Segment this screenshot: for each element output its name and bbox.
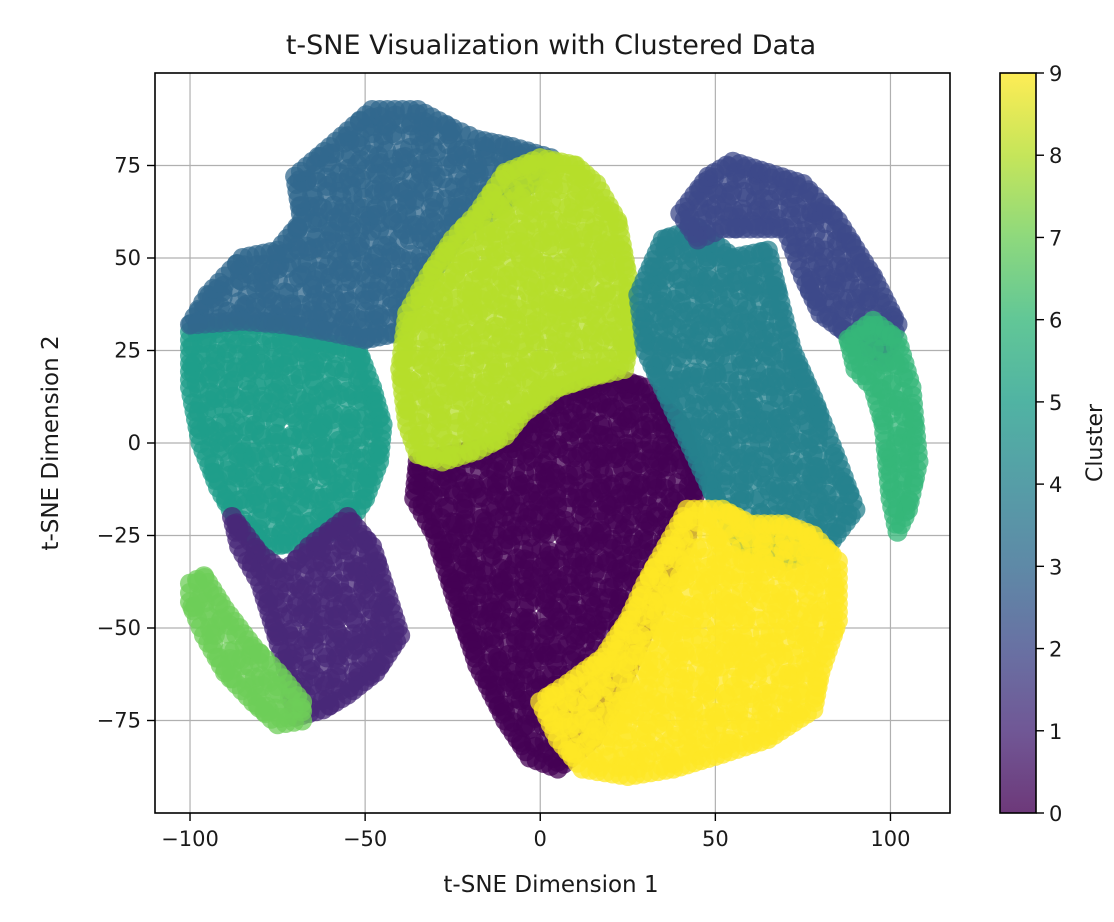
colorbar-tick-label: 6 xyxy=(1049,309,1062,333)
colorbar-tick-label: 0 xyxy=(1049,802,1062,826)
data-point xyxy=(840,336,861,357)
x-axis-ticks: −100 −50 0 50 100 xyxy=(161,813,911,851)
cluster-1 xyxy=(222,507,411,727)
colorbar-tick-label: 4 xyxy=(1049,473,1062,497)
x-tick-label: 100 xyxy=(870,827,910,851)
cluster-4 xyxy=(628,218,866,572)
data-point xyxy=(592,414,613,435)
data-point xyxy=(674,210,695,231)
y-tick-label: −25 xyxy=(97,524,141,548)
colorbar xyxy=(1000,73,1036,813)
data-point xyxy=(180,582,200,603)
colorbar-frame xyxy=(999,72,1037,814)
x-tick-label: 50 xyxy=(702,827,729,851)
y-tick-label: 0 xyxy=(128,431,141,455)
scatter-points xyxy=(180,100,929,786)
colorbar-tick-label: 8 xyxy=(1049,144,1062,168)
cluster-6 xyxy=(838,310,929,542)
colorbar-tick-label: 2 xyxy=(1049,638,1062,662)
data-point xyxy=(638,530,659,551)
y-tick-label: 25 xyxy=(114,339,141,363)
data-point xyxy=(518,608,539,629)
cluster-7 xyxy=(180,566,313,735)
data-point xyxy=(673,507,694,527)
colorbar-tick-label: 3 xyxy=(1049,555,1062,579)
y-tick-label: 50 xyxy=(114,246,141,270)
y-tick-label: 75 xyxy=(114,154,141,178)
data-point xyxy=(490,169,511,190)
x-tick-label: 0 xyxy=(534,827,547,851)
cluster-8 xyxy=(390,148,642,472)
data-point xyxy=(376,140,397,161)
y-tick-label: −75 xyxy=(97,709,141,733)
y-tick-label: −50 xyxy=(97,616,141,640)
y-axis-label: t-SNE Dimension 2 xyxy=(38,335,64,550)
data-point xyxy=(180,329,200,350)
colorbar-ticks: 0 1 2 3 4 5 6 7 8 9 xyxy=(1036,62,1062,826)
chart-title: t-SNE Visualization with Clustered Data xyxy=(286,30,816,61)
cluster-9 xyxy=(530,499,848,786)
x-tick-label: −50 xyxy=(343,827,387,851)
data-point xyxy=(629,292,650,313)
data-point xyxy=(223,514,244,535)
y-axis-ticks: −75 −50 −25 0 25 50 75 xyxy=(97,154,155,733)
colorbar-tick-label: 1 xyxy=(1049,720,1062,744)
data-point xyxy=(404,481,425,502)
data-point xyxy=(187,314,208,335)
x-axis-label: t-SNE Dimension 1 xyxy=(443,872,658,898)
colorbar-tick-label: 9 xyxy=(1049,62,1062,86)
colorbar-tick-label: 7 xyxy=(1049,226,1062,250)
colorbar-label: Cluster xyxy=(1083,403,1108,482)
x-tick-label: −100 xyxy=(161,827,219,851)
colorbar-tick-label: 5 xyxy=(1049,391,1062,415)
